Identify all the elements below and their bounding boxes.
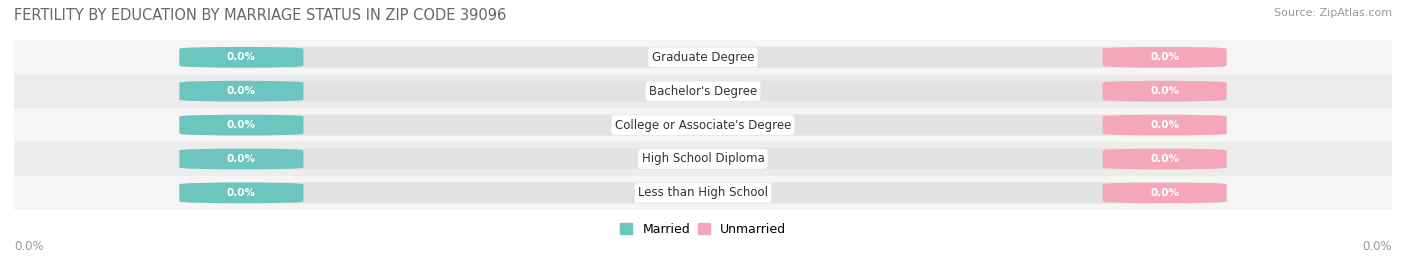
Text: 0.0%: 0.0%	[226, 188, 256, 198]
Text: 0.0%: 0.0%	[1150, 188, 1180, 198]
Text: 0.0%: 0.0%	[1150, 120, 1180, 130]
Bar	[14, 40, 1392, 74]
FancyBboxPatch shape	[1102, 47, 1226, 68]
FancyBboxPatch shape	[180, 47, 1226, 68]
FancyBboxPatch shape	[180, 115, 1226, 136]
Text: Source: ZipAtlas.com: Source: ZipAtlas.com	[1274, 8, 1392, 18]
FancyBboxPatch shape	[1102, 148, 1226, 169]
Text: 0.0%: 0.0%	[14, 240, 44, 253]
FancyBboxPatch shape	[1102, 115, 1226, 136]
FancyBboxPatch shape	[180, 115, 304, 136]
Text: FERTILITY BY EDUCATION BY MARRIAGE STATUS IN ZIP CODE 39096: FERTILITY BY EDUCATION BY MARRIAGE STATU…	[14, 8, 506, 23]
Text: 0.0%: 0.0%	[1150, 154, 1180, 164]
FancyBboxPatch shape	[180, 81, 304, 102]
Bar	[14, 74, 1392, 108]
Text: 0.0%: 0.0%	[1150, 86, 1180, 96]
Bar	[14, 142, 1392, 176]
FancyBboxPatch shape	[180, 182, 304, 203]
Text: 0.0%: 0.0%	[226, 52, 256, 62]
Text: 0.0%: 0.0%	[1362, 240, 1392, 253]
Text: 0.0%: 0.0%	[226, 154, 256, 164]
Bar	[14, 176, 1392, 210]
Bar	[14, 108, 1392, 142]
Text: 0.0%: 0.0%	[226, 86, 256, 96]
FancyBboxPatch shape	[180, 47, 304, 68]
FancyBboxPatch shape	[180, 148, 304, 169]
FancyBboxPatch shape	[180, 182, 1226, 203]
FancyBboxPatch shape	[180, 81, 1226, 102]
FancyBboxPatch shape	[180, 148, 1226, 169]
Text: Graduate Degree: Graduate Degree	[652, 51, 754, 64]
FancyBboxPatch shape	[1102, 182, 1226, 203]
Text: 0.0%: 0.0%	[226, 120, 256, 130]
Text: College or Associate's Degree: College or Associate's Degree	[614, 119, 792, 132]
Text: 0.0%: 0.0%	[1150, 52, 1180, 62]
Legend: Married, Unmarried: Married, Unmarried	[614, 218, 792, 241]
Text: High School Diploma: High School Diploma	[641, 153, 765, 165]
Text: Less than High School: Less than High School	[638, 186, 768, 199]
FancyBboxPatch shape	[1102, 81, 1226, 102]
Text: Bachelor's Degree: Bachelor's Degree	[650, 85, 756, 98]
